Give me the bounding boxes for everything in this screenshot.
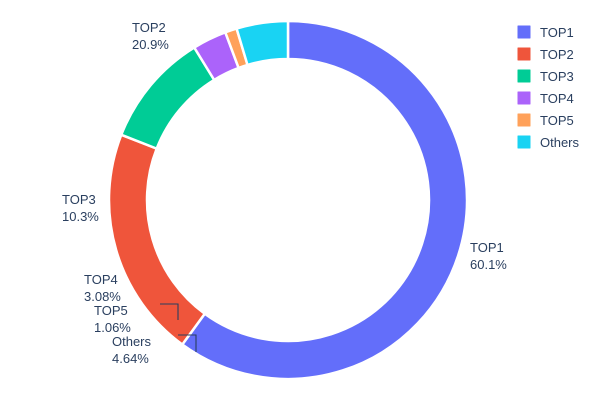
- slice-label-top3: TOP3 10.3%: [62, 192, 99, 224]
- slice-label-top1: TOP1 60.1%: [470, 240, 507, 272]
- label-leader-lines-group: [160, 303, 197, 352]
- legend-swatch-icon-top1: [516, 24, 532, 40]
- pie-slices-group: [107, 19, 469, 381]
- slice-label-top4: TOP4 3.08%: [84, 272, 121, 304]
- pie-slice-top3[interactable]: [120, 46, 216, 150]
- legend-label-top5: TOP5: [540, 113, 574, 128]
- legend-item-top3[interactable]: TOP3: [516, 68, 574, 84]
- legend-swatch-icon-top5: [516, 112, 532, 128]
- slice-label-top5: TOP5 1.06%: [94, 303, 131, 335]
- legend-item-top4[interactable]: TOP4: [516, 90, 574, 106]
- legend-item-top5[interactable]: TOP5: [516, 112, 574, 128]
- legend-item-top1[interactable]: TOP1: [516, 24, 574, 40]
- slice-label-others: Others 4.64%: [112, 334, 152, 366]
- legend-swatch-icon-others: [516, 134, 532, 150]
- pie-slice-others[interactable]: [235, 19, 290, 67]
- leader-line-others: [178, 334, 197, 352]
- legend-swatch-icon-top4: [516, 90, 532, 106]
- legend-label-top2: TOP2: [540, 47, 574, 62]
- leader-line-top5: [160, 303, 179, 320]
- legend-label-top1: TOP1: [540, 25, 574, 40]
- legend-label-others: Others: [540, 135, 580, 150]
- slice-label-top2: TOP2 20.9%: [132, 20, 169, 52]
- legend-item-others[interactable]: Others: [516, 134, 580, 150]
- legend-label-top4: TOP4: [540, 91, 574, 106]
- slice-labels-group: TOP1 60.1% TOP2 20.9% TOP3 10.3% TOP4 3.08%TOP5…: [62, 20, 507, 366]
- pie-slice-top1[interactable]: [181, 19, 469, 381]
- legend-swatch-icon-top2: [516, 46, 532, 62]
- legend-swatch-icon-top3: [516, 68, 532, 84]
- legend-item-top2[interactable]: TOP2: [516, 46, 574, 62]
- legend-label-top3: TOP3: [540, 69, 574, 84]
- chart-legend[interactable]: TOP1 TOP2 TOP3 TOP4 TOP5 Others: [516, 24, 580, 150]
